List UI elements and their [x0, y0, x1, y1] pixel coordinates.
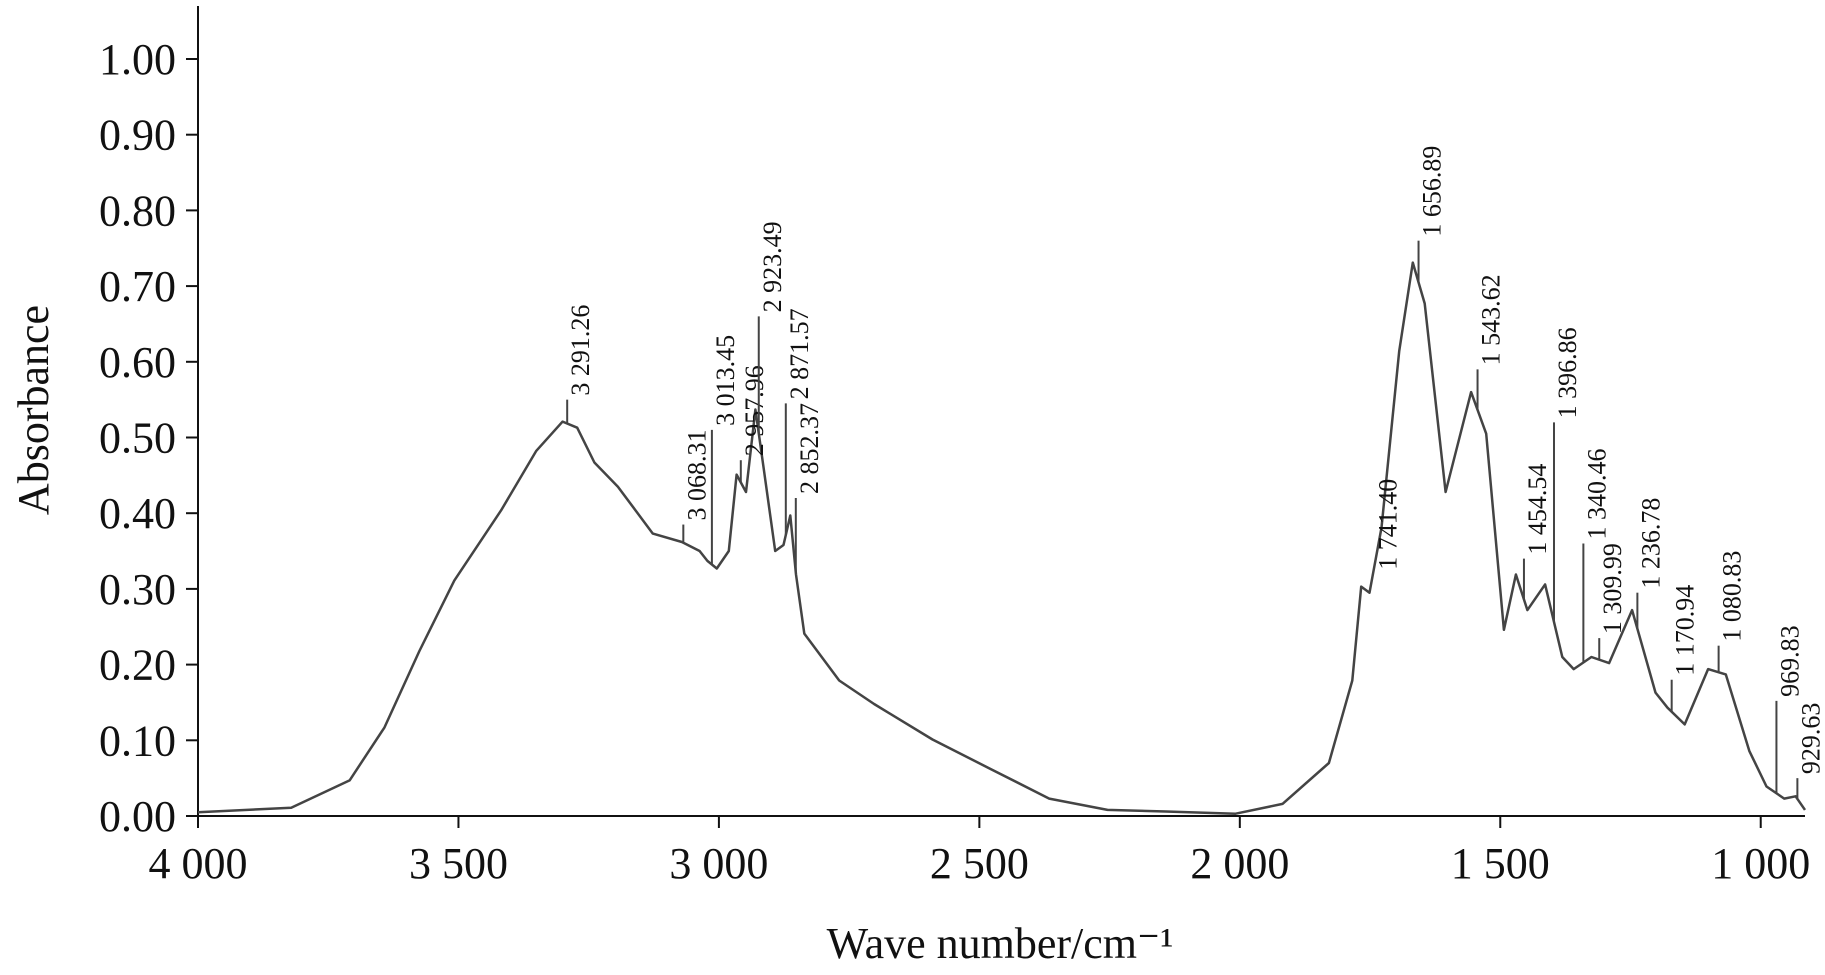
x-tick-label: 1 000 — [1711, 839, 1810, 888]
peak-label: 1 236.78 — [1636, 498, 1665, 589]
peak-label: 1 543.62 — [1477, 274, 1506, 365]
peak-label: 3 291.26 — [566, 305, 595, 396]
y-tick-label: 0.00 — [99, 792, 176, 841]
peak-label: 3 013.45 — [711, 335, 740, 426]
y-tick-label: 0.40 — [99, 489, 176, 538]
y-tick-label: 0.60 — [99, 338, 176, 387]
peak-label: 1 340.46 — [1582, 448, 1611, 539]
peak-label: 1 454.54 — [1523, 464, 1552, 555]
y-tick-label: 0.80 — [99, 186, 176, 235]
spectrum-line — [197, 261, 1807, 815]
peak-label: 1 741.40 — [1374, 479, 1403, 570]
peak-label: 1 656.89 — [1418, 146, 1447, 237]
y-tick-label: 0.20 — [99, 641, 176, 690]
peak-label: 2 923.49 — [758, 221, 787, 312]
peak-label: 929.63 — [1796, 703, 1825, 775]
peak-label: 2 852.37 — [795, 403, 824, 494]
y-tick-label: 0.70 — [99, 262, 176, 311]
x-tick-label: 1 500 — [1451, 839, 1550, 888]
y-axis-label: Absorbance — [9, 305, 58, 515]
x-tick-label: 2 500 — [930, 839, 1029, 888]
x-tick-label: 2 000 — [1190, 839, 1289, 888]
x-axis-label: Wave number/cm⁻¹ — [827, 919, 1174, 968]
y-tick-label: 0.30 — [99, 565, 176, 614]
y-tick-label: 0.10 — [99, 716, 176, 765]
x-tick-label: 4 000 — [149, 839, 248, 888]
peak-label: 2 957.96 — [740, 365, 769, 456]
peak-label: 2 871.57 — [785, 308, 814, 399]
y-tick-label: 0.50 — [99, 413, 176, 462]
x-tick-label: 3 500 — [409, 839, 508, 888]
y-tick-label: 0.90 — [99, 111, 176, 160]
y-tick-label: 1.00 — [99, 35, 176, 84]
peak-label: 969.83 — [1775, 625, 1804, 697]
x-tick-label: 3 000 — [669, 839, 768, 888]
peak-label: 1 080.83 — [1718, 551, 1747, 642]
peak-label: 1 170.94 — [1671, 585, 1700, 676]
peak-label: 1 396.86 — [1553, 327, 1582, 418]
peak-label: 1 309.99 — [1598, 543, 1627, 634]
peak-label: 3 068.31 — [682, 430, 711, 521]
